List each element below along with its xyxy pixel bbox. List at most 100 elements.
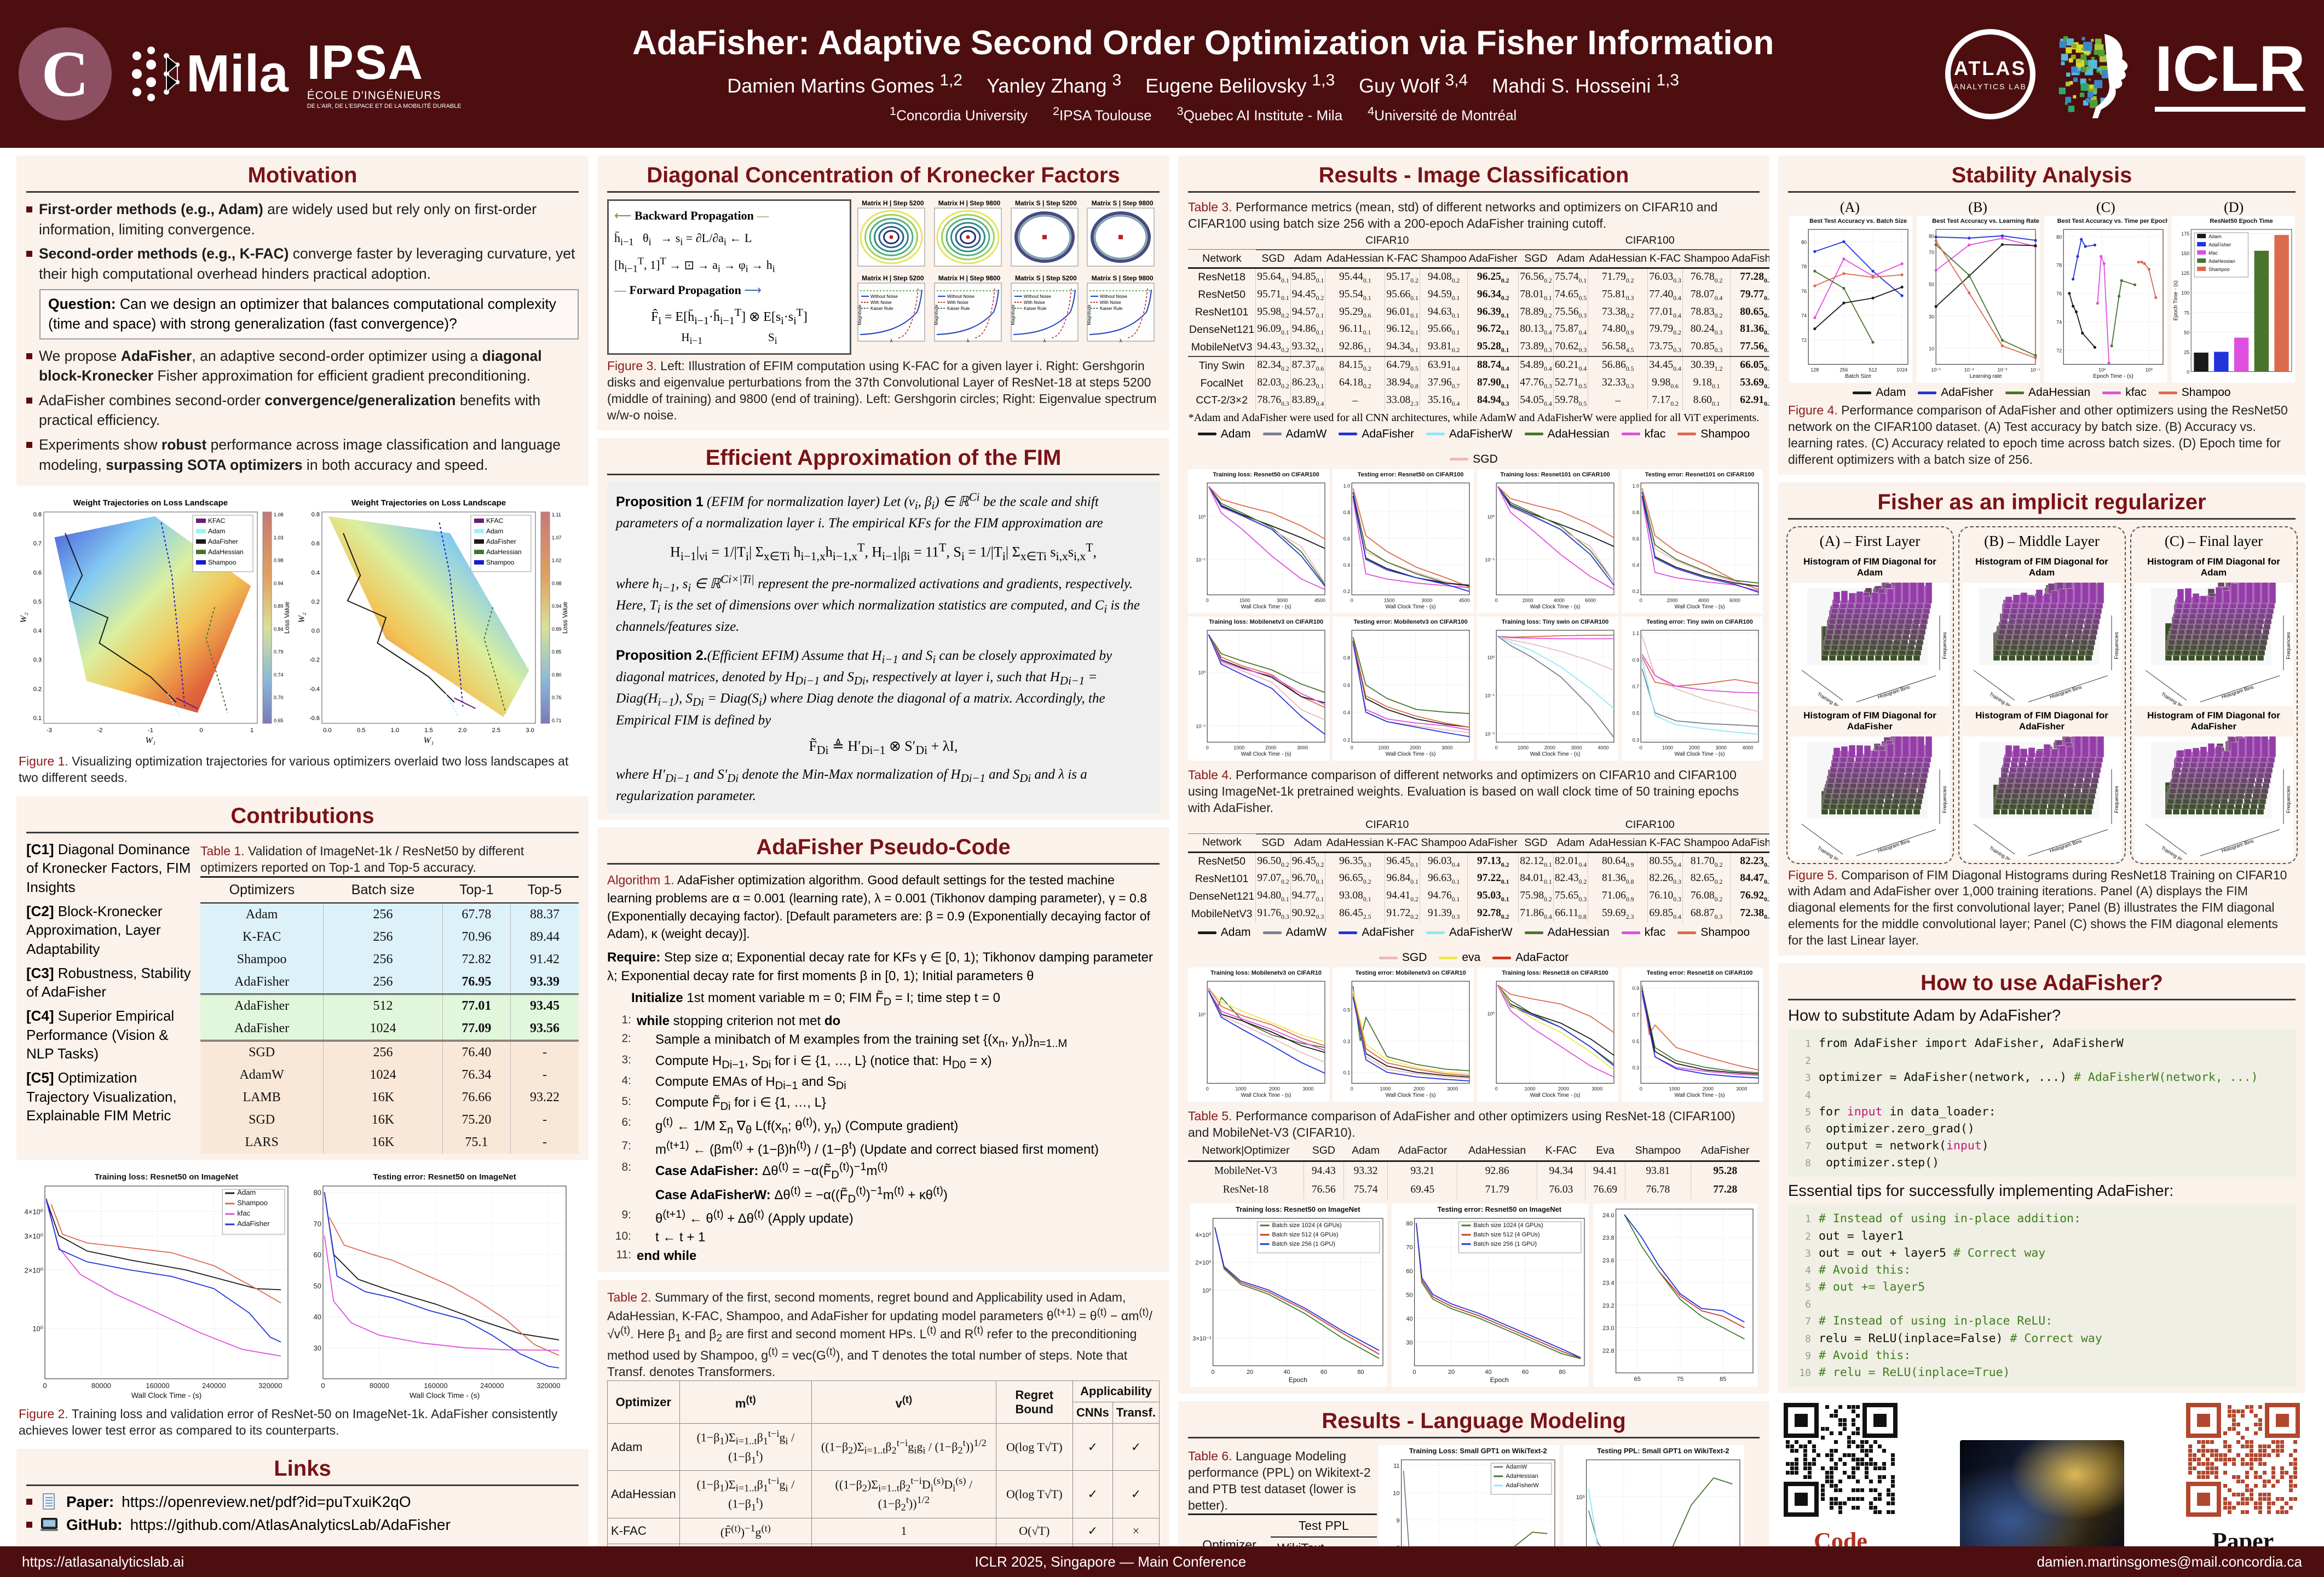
svg-text:78: 78 xyxy=(2056,263,2062,268)
table-cell: 94.34 xyxy=(1536,1161,1585,1181)
link-row: GitHub: https://github.com/AtlasAnalytic… xyxy=(26,1516,579,1534)
links-list: Paper: https://openreview.net/pdf?id=puT… xyxy=(26,1493,579,1534)
svg-text:3000: 3000 xyxy=(1302,1086,1313,1092)
svg-text:40: 40 xyxy=(1406,1316,1412,1322)
forward-propagation-label: Forward Propagation xyxy=(629,283,741,297)
proposition-2-head: Proposition 2. xyxy=(616,648,707,664)
svg-text:0: 0 xyxy=(1351,1086,1353,1092)
svg-text:Testing error: Resnet50 on Ima: Testing error: Resnet50 on ImageNet xyxy=(373,1172,516,1182)
legend-label: eva xyxy=(1462,951,1481,964)
metric-cell: 7.170.2 xyxy=(1647,392,1683,410)
table-cell: ✓ xyxy=(1112,1470,1160,1518)
results-lm-title: Results - Language Modeling xyxy=(1322,1408,1626,1433)
svg-text:0.4: 0.4 xyxy=(1343,710,1351,715)
algorithm-text: Case AdaFisherW: Δθ(t) = −α((F̃D(t))−1m(… xyxy=(655,1184,948,1205)
line-number: 7 xyxy=(1805,1316,1811,1328)
svg-text:320000: 320000 xyxy=(258,1382,282,1390)
table-cell: 93.39 xyxy=(510,970,579,994)
legend-label: AdaHessian xyxy=(1547,926,1610,939)
link-url[interactable]: https://github.com/AtlasAnalyticsLab/Ada… xyxy=(130,1516,451,1533)
svg-text:10²: 10² xyxy=(2098,367,2106,372)
contribution-text: Robustness, Stability of AdaFisher xyxy=(26,964,191,1000)
metric-cell: 95.030.1 xyxy=(1467,888,1519,906)
svg-text:75: 75 xyxy=(1677,1376,1683,1383)
svg-text:-0.6: -0.6 xyxy=(309,715,320,722)
author-name: Eugene Belilovsky 1,3 xyxy=(1145,71,1335,97)
svg-text:Testing error: Resnet50 on CIF: Testing error: Resnet50 on CIFAR100 xyxy=(1358,471,1464,478)
svg-text:0.71: 0.71 xyxy=(552,718,562,723)
input-vector: [hi−1T, 1]T xyxy=(614,255,666,274)
algorithm-caption-text: AdaFisher optimization algorithm. Good d… xyxy=(607,873,1150,941)
metric-cell: 94.430.2 xyxy=(1255,338,1291,357)
svg-text:AdaHessian: AdaHessian xyxy=(2208,258,2235,264)
table-cell: K-FAC xyxy=(243,929,281,944)
svg-text:0.8: 0.8 xyxy=(1343,510,1351,515)
code-line: 9 # Avoid this: xyxy=(1795,1347,2289,1364)
metric-cell: 83.890.4 xyxy=(1290,392,1325,410)
eigenvalue-spectrum-panels: Matrix H | Step 5200 Without Noise With No… xyxy=(856,274,1160,346)
metric-cell: 96.700.1 xyxy=(1290,870,1325,888)
table-cell: AdaFisher xyxy=(200,993,324,1017)
table-cell: 75.74 xyxy=(1343,1180,1388,1199)
table-cell: 76.40 xyxy=(442,1039,511,1064)
svg-text:2000: 2000 xyxy=(1544,745,1555,750)
legend-swatch-icon xyxy=(1621,433,1640,436)
svg-text:2000: 2000 xyxy=(1703,1086,1714,1092)
metric-cell: 95.660.1 xyxy=(1419,321,1468,339)
footer-email[interactable]: damien.martinsgomes@mail.concordia.ca xyxy=(2037,1553,2302,1570)
dataset-header: CIFAR10 xyxy=(1255,232,1519,250)
svg-text:Adam: Adam xyxy=(486,527,503,535)
metric-cell: 78.830.2 xyxy=(1682,303,1731,321)
bullet-square-icon xyxy=(26,442,32,448)
metric-cell: 84.940.3 xyxy=(1467,392,1519,410)
table-cell: 256 xyxy=(323,925,443,948)
line-number: 4 xyxy=(1805,1089,1811,1101)
fim-histogram-3d: Training IterationsHistogram BinsFrequen… xyxy=(1790,582,1950,706)
svg-text:0: 0 xyxy=(1495,745,1498,750)
svg-text:1500: 1500 xyxy=(1384,597,1395,603)
substitute-code-block: 1 from AdaFisher import AdaFisher, AdaFis… xyxy=(1788,1029,2296,1177)
fim-histogram-3d: Training IterationsHistogram BinsFrequen… xyxy=(1790,736,1950,860)
legend-entry: AdaFisher xyxy=(1339,428,1414,441)
metric-cell: 77.010.4 xyxy=(1647,303,1683,321)
svg-text:1000: 1000 xyxy=(1518,745,1529,750)
theta-label: θi xyxy=(643,231,651,248)
svg-text:3000: 3000 xyxy=(1421,597,1432,603)
table-5: Network|Optimizer SGD Adam AdaFactor AdaHess… xyxy=(1188,1141,1760,1199)
legend-swatch-icon xyxy=(1339,931,1358,934)
metric-cell: 77.560.1 xyxy=(1730,338,1769,357)
metric-cell: 96.390.1 xyxy=(1467,303,1519,321)
table-1-caption-text: Validation of ImageNet-1k / ResNet50 by … xyxy=(200,843,524,874)
table-cell: 76.03 xyxy=(1536,1180,1585,1199)
proposition-1-head: Proposition 1 xyxy=(616,494,703,510)
optimizer-header: AdaFisher xyxy=(1730,833,1769,853)
paper-icon xyxy=(43,1493,55,1510)
svg-text:AdaHessian: AdaHessian xyxy=(486,548,522,556)
legend-label: Shampoo xyxy=(2181,386,2231,399)
footer-lab-url[interactable]: https://atlasanalyticslab.ai xyxy=(22,1553,184,1570)
network-cell: ResNet18 xyxy=(1198,271,1245,284)
dataset-header: CIFAR100 xyxy=(1518,232,1769,250)
metric-cell: 64.790.5 xyxy=(1385,356,1420,375)
algorithm-require: Require: Step size α; Exponential decay … xyxy=(607,948,1160,986)
line-number: 10 xyxy=(1799,1367,1811,1379)
code-line: 6 optimizer.zero_grad() xyxy=(1795,1120,2289,1137)
line-number: 6: xyxy=(621,1116,631,1129)
ipsa-wordmark: IPSA xyxy=(307,35,424,89)
code-line: 10 # relu = ReLU(inplace=True) xyxy=(1795,1364,2289,1381)
svg-text:Shampoo: Shampoo xyxy=(2208,267,2230,272)
svg-text:0.3: 0.3 xyxy=(1633,737,1640,743)
metric-cell: 77.280.2 xyxy=(1730,268,1769,286)
svg-text:Testing error: Mobilenetv3 on: Testing error: Mobilenetv3 on CIFAR100 xyxy=(1353,619,1467,625)
legend-swatch-icon xyxy=(1524,931,1543,934)
svg-text:KFAC: KFAC xyxy=(208,517,226,525)
link-url[interactable]: https://openreview.net/pdf?id=puTxuiK2qO xyxy=(122,1493,411,1510)
table-header-row: Optimizers Batch size Top-1 Top-5 xyxy=(200,876,579,903)
H-factor-label: Hi−1 xyxy=(681,330,703,347)
svg-text:0.5: 0.5 xyxy=(1633,1039,1640,1044)
table-row: Shampoo 256 72.82 91.42 xyxy=(200,948,579,971)
svg-text:4000: 4000 xyxy=(1554,597,1565,603)
fim-histogram-3d: Training IterationsHistogram BinsFrequen… xyxy=(1962,736,2121,860)
cifar100-plot-grid: 0 1500 3000 4500 10⁰ 10⁻¹ Training loss: Resne… xyxy=(1188,469,1763,761)
code-segment: output = network( xyxy=(1819,1139,1946,1153)
